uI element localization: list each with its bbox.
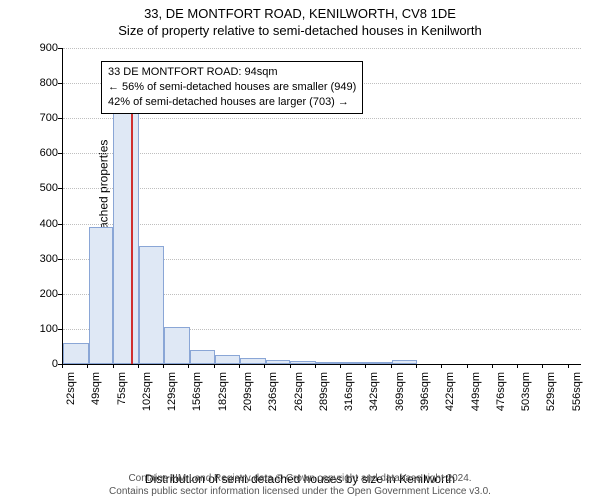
x-tick-label: 102sqm xyxy=(141,372,153,422)
x-tick-mark xyxy=(188,364,189,368)
x-tick-mark xyxy=(87,364,88,368)
page-title: 33, DE MONTFORT ROAD, KENILWORTH, CV8 1D… xyxy=(0,0,600,21)
histogram-bar xyxy=(190,350,215,364)
page-subtitle: Size of property relative to semi-detach… xyxy=(0,21,600,42)
footer: Contains HM Land Registry data © Crown c… xyxy=(0,472,600,498)
y-tick-label: 700 xyxy=(30,112,58,124)
footer-line-1: Contains HM Land Registry data © Crown c… xyxy=(128,473,471,484)
y-tick-label: 400 xyxy=(30,218,58,230)
x-tick-mark xyxy=(542,364,543,368)
histogram-bar xyxy=(113,104,139,364)
plot-region: 33 DE MONTFORT ROAD: 94sqm← 56% of semi-… xyxy=(62,48,581,365)
x-tick-label: 75sqm xyxy=(116,372,128,422)
x-tick-label: 316sqm xyxy=(343,372,355,422)
y-tick-mark xyxy=(58,118,62,119)
info-box-line: 33 DE MONTFORT ROAD: 94sqm xyxy=(108,65,356,80)
y-tick-label: 200 xyxy=(30,288,58,300)
y-tick-label: 300 xyxy=(30,253,58,265)
x-tick-mark xyxy=(492,364,493,368)
gridline xyxy=(63,153,581,154)
x-tick-mark xyxy=(517,364,518,368)
y-tick-mark xyxy=(58,329,62,330)
histogram-bar xyxy=(164,327,190,364)
x-tick-label: 22sqm xyxy=(65,372,77,422)
y-tick-mark xyxy=(58,294,62,295)
x-tick-label: 449sqm xyxy=(470,372,482,422)
x-tick-mark xyxy=(163,364,164,368)
x-tick-mark xyxy=(467,364,468,368)
x-tick-label: 476sqm xyxy=(495,372,507,422)
property-marker-line xyxy=(131,83,133,364)
x-tick-label: 209sqm xyxy=(242,372,254,422)
x-tick-label: 556sqm xyxy=(571,372,583,422)
x-tick-mark xyxy=(113,364,114,368)
x-tick-mark xyxy=(568,364,569,368)
x-tick-mark xyxy=(214,364,215,368)
x-tick-label: 529sqm xyxy=(545,372,557,422)
x-tick-label: 396sqm xyxy=(419,372,431,422)
y-tick-label: 600 xyxy=(30,147,58,159)
y-tick-label: 0 xyxy=(30,358,58,370)
histogram-bar xyxy=(316,362,342,364)
x-tick-label: 342sqm xyxy=(368,372,380,422)
y-tick-mark xyxy=(58,259,62,260)
histogram-bar xyxy=(266,360,291,364)
x-tick-label: 156sqm xyxy=(191,372,203,422)
x-tick-label: 182sqm xyxy=(217,372,229,422)
y-tick-mark xyxy=(58,224,62,225)
x-tick-label: 369sqm xyxy=(394,372,406,422)
y-tick-label: 100 xyxy=(30,323,58,335)
histogram-bar xyxy=(63,343,89,364)
y-tick-label: 800 xyxy=(30,77,58,89)
y-tick-mark xyxy=(58,83,62,84)
gridline xyxy=(63,118,581,119)
x-tick-mark xyxy=(340,364,341,368)
histogram-bar xyxy=(392,360,418,364)
histogram-bar xyxy=(139,246,165,364)
histogram-bar xyxy=(215,355,241,364)
x-tick-label: 129sqm xyxy=(166,372,178,422)
x-tick-label: 422sqm xyxy=(444,372,456,422)
x-tick-label: 236sqm xyxy=(267,372,279,422)
histogram-bar xyxy=(89,227,114,364)
gridline xyxy=(63,48,581,49)
x-tick-mark xyxy=(264,364,265,368)
x-tick-mark xyxy=(315,364,316,368)
x-tick-label: 49sqm xyxy=(90,372,102,422)
histogram-bar xyxy=(341,362,366,364)
y-tick-mark xyxy=(58,48,62,49)
x-tick-mark xyxy=(239,364,240,368)
x-tick-mark xyxy=(290,364,291,368)
histogram-bar xyxy=(366,362,392,364)
x-tick-mark xyxy=(138,364,139,368)
gridline xyxy=(63,224,581,225)
x-tick-mark xyxy=(391,364,392,368)
x-tick-mark xyxy=(62,364,63,368)
x-tick-mark xyxy=(441,364,442,368)
x-tick-label: 503sqm xyxy=(520,372,532,422)
footer-line-2: Contains public sector information licen… xyxy=(109,486,491,497)
x-tick-mark xyxy=(365,364,366,368)
gridline xyxy=(63,188,581,189)
chart-area: Number of semi-detached properties 33 DE… xyxy=(0,42,600,432)
x-tick-label: 262sqm xyxy=(293,372,305,422)
histogram-bar xyxy=(240,358,266,364)
x-tick-mark xyxy=(416,364,417,368)
info-box: 33 DE MONTFORT ROAD: 94sqm← 56% of semi-… xyxy=(101,61,363,114)
info-box-line: ← 56% of semi-detached houses are smalle… xyxy=(108,80,356,95)
y-tick-mark xyxy=(58,188,62,189)
y-tick-label: 900 xyxy=(30,42,58,54)
y-tick-label: 500 xyxy=(30,182,58,194)
histogram-bar xyxy=(290,361,316,364)
info-box-line: 42% of semi-detached houses are larger (… xyxy=(108,95,356,110)
x-tick-label: 289sqm xyxy=(318,372,330,422)
y-tick-mark xyxy=(58,153,62,154)
